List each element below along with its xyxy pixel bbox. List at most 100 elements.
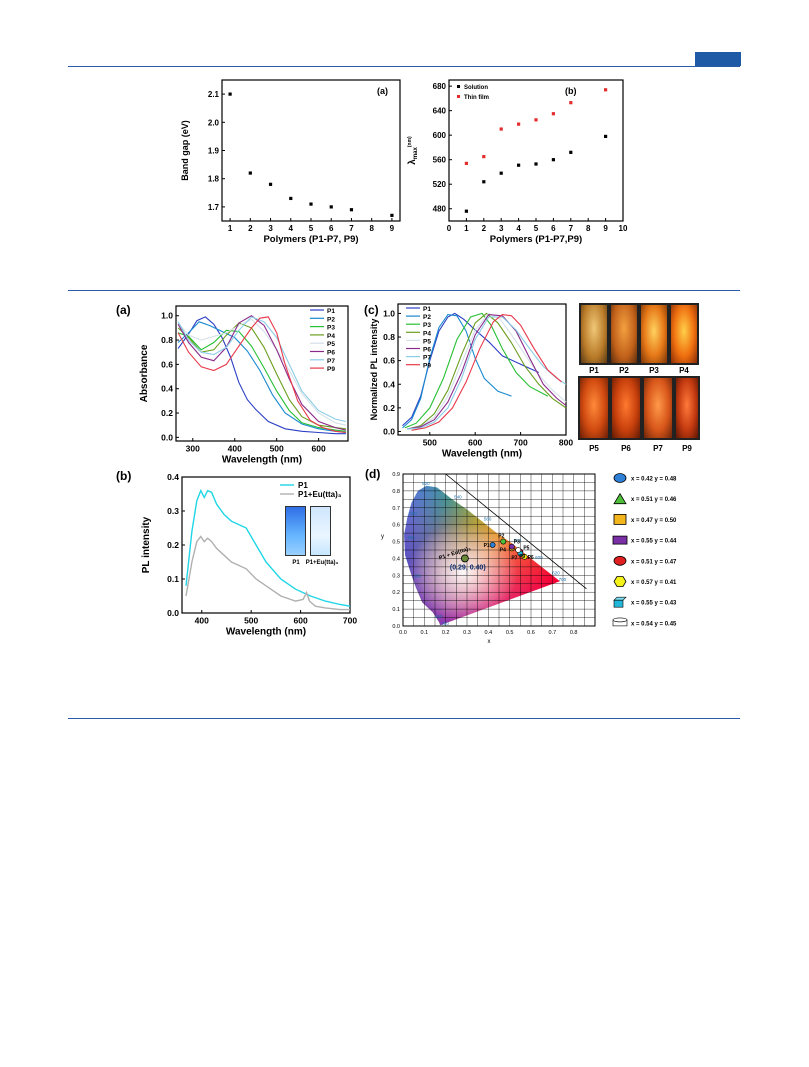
x-tick-label: 600 — [293, 616, 307, 626]
y-tick-label: 0.0 — [161, 432, 173, 442]
y-tick-label: 520 — [433, 180, 447, 189]
point-label-p2: P2 — [498, 534, 504, 540]
photo-label-p1-eu: P1+Eu(tta)₃ — [305, 560, 339, 566]
y-tick-label: 0.7 — [392, 506, 400, 512]
legend-label: x = 0.57 y = 0.41 — [631, 580, 677, 586]
data-point — [390, 213, 394, 217]
legend-label: Solution — [464, 85, 488, 91]
x-tick-label: 0.8 — [570, 630, 578, 636]
y-tick-label: 0.0 — [392, 624, 400, 630]
data-point — [551, 112, 555, 116]
y-tick-label: 480 — [433, 205, 447, 214]
data-point — [604, 88, 608, 92]
legend-label: P9 — [327, 366, 335, 373]
data-point — [499, 127, 503, 131]
panel-label: (b) — [116, 469, 131, 483]
series-line-p4 — [177, 322, 346, 430]
x-axis-label: x — [488, 639, 491, 645]
x-tick-label: 5 — [534, 224, 539, 233]
photo-p4 — [669, 303, 699, 365]
legend-label: P4 — [327, 333, 335, 340]
data-point — [604, 134, 608, 138]
legend-marker-rect — [612, 535, 628, 545]
series-line-p2 — [402, 314, 512, 429]
series-line-p5 — [177, 318, 347, 426]
y-tick-label: 1.0 — [383, 308, 395, 318]
x-tick-label: 8 — [586, 224, 591, 233]
photo-p1-vial — [285, 506, 306, 556]
point-label-p9: P9 — [519, 554, 525, 560]
plot-frame — [397, 303, 567, 436]
series-line-p3 — [177, 329, 346, 432]
x-tick-label: 8 — [369, 224, 374, 233]
legend-label: Thin film — [464, 95, 489, 101]
wavelength-label: 560 — [484, 516, 492, 521]
panel-label: (a) — [377, 86, 388, 96]
x-tick-label: 400 — [195, 616, 209, 626]
wavelength-label: 620 — [552, 570, 560, 575]
cie-gamut-white — [404, 485, 560, 626]
y-tick-label: 1.7 — [208, 203, 220, 212]
cie-legend: x = 0.42 y = 0.48 x = 0.51 y = 0.46 x = 0.… — [612, 473, 677, 627]
x-tick-label: 5 — [309, 224, 314, 233]
x-tick-label: 600 — [468, 438, 482, 448]
legend-marker-cube-top — [613, 596, 627, 601]
x-tick-label: 7 — [569, 224, 574, 233]
y-tick-label: 0.0 — [383, 426, 395, 436]
y-tick-label: 0.8 — [383, 332, 395, 342]
x-tick-label: 4 — [516, 224, 521, 233]
y-axis-label: Band gap (eV) — [180, 120, 190, 181]
x-tick-label: 500 — [270, 444, 284, 454]
photo-label-p9: P9 — [682, 444, 692, 453]
y-tick-label: 0.9 — [392, 472, 400, 478]
data-point — [289, 196, 293, 201]
wavelength-label: 380 — [441, 621, 449, 626]
data-point — [534, 118, 538, 122]
photo-p5 — [578, 376, 610, 440]
legend-marker-cube — [613, 599, 624, 608]
wavelength-label: 500 — [409, 511, 417, 516]
data-point — [517, 122, 521, 126]
y-tick-label: 0.2 — [392, 590, 400, 596]
data-point — [569, 150, 573, 154]
point-label-p7: P7 — [511, 555, 517, 561]
y-axis-label: y — [381, 534, 384, 540]
plot-frame — [402, 473, 596, 627]
data-point — [228, 92, 232, 96]
y-tick-label: 0.8 — [161, 335, 173, 345]
header-rule — [68, 66, 740, 67]
x-axis-label: Polymers (P1-P7,P9) — [490, 234, 582, 245]
y-axis-label: λmax(nm) — [407, 136, 419, 165]
photo-p9 — [674, 376, 700, 440]
header-tab — [695, 52, 741, 66]
series-line-p3 — [404, 312, 549, 429]
data-point — [309, 202, 313, 206]
x-tick-label: 700 — [514, 438, 528, 448]
series-line-p6 — [177, 315, 347, 431]
legend-marker — [457, 95, 460, 98]
x-tick-label: 400 — [228, 444, 242, 454]
y-tick-label: 0.4 — [161, 384, 173, 394]
data-point — [464, 209, 468, 213]
legend-label: P1+Eu(tta)₃ — [298, 490, 342, 499]
band-gap-chart: 1 2 3 4 5 6 7 8 9 1.7 1.8 1.9 2.0 2.1 Polymers (P1-P7,… — [180, 79, 401, 245]
x-tick-label: 0.1 — [421, 630, 429, 636]
data-point — [534, 162, 538, 166]
y-tick-label: 0.6 — [392, 523, 400, 529]
wavelength-label: 460 — [435, 614, 443, 619]
data-point — [464, 161, 468, 165]
x-tick-label: 3 — [268, 224, 273, 233]
x-tick-label: 6 — [329, 224, 334, 233]
x-tick-label: 2 — [248, 224, 253, 233]
x-tick-label: 4 — [289, 224, 294, 233]
y-tick-label: 0.6 — [161, 359, 173, 369]
y-tick-label: 640 — [433, 107, 447, 116]
plot-frame — [448, 79, 624, 222]
legend-label: x = 0.55 y = 0.43 — [631, 601, 677, 607]
legend-marker-cylinder-top — [612, 617, 628, 623]
x-axis-label: Wavelength (nm) — [442, 449, 522, 460]
photo-label-p1: P1 — [589, 366, 599, 375]
x-tick-label: 600 — [312, 444, 326, 454]
x-tick-label: 7 — [349, 224, 354, 233]
series-line-p7 — [407, 316, 567, 430]
